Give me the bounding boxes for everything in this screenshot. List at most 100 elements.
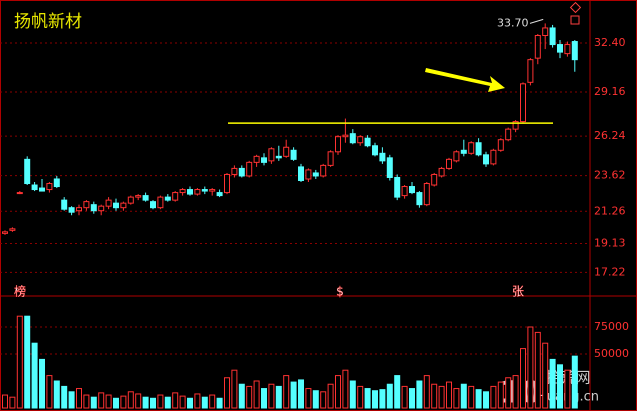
y-tick-label: 17.22 [594,265,626,278]
volume-bar [460,383,467,409]
y-tick-label: 19.13 [594,236,626,249]
volume-bar [386,383,393,409]
volume-bar [24,315,31,409]
volume-bar [113,397,119,409]
candle-body [520,83,526,123]
candle-body [98,205,105,212]
volume-bar [505,377,512,409]
volume-bar [401,385,408,409]
candle-body [150,201,156,209]
volume-bar [53,380,60,409]
candle-body [46,183,53,191]
candle-body [386,157,393,178]
candle-body [460,149,467,154]
volume-bar [275,385,282,409]
candle-body [9,228,16,231]
candle-body [542,27,549,36]
volume-bar [342,369,349,409]
volume-bar [179,395,186,409]
candle-body [409,186,415,194]
candle-body [157,196,164,209]
volume-bar [357,385,364,409]
volume-bar [150,397,156,409]
candle-body [497,139,504,151]
candle-body [453,151,460,162]
event-marker: $ [336,285,344,299]
volume-bar [549,358,556,409]
y-tick-label: 23.62 [594,169,626,182]
y-tick-label: 32.40 [594,36,626,49]
candle-body [320,164,327,177]
candle-body [61,199,68,210]
candle-body [423,183,430,206]
candle-body [379,152,386,162]
volume-bar [268,383,275,409]
volume-bar [68,391,75,409]
candle-body [431,173,438,186]
candle-body [24,158,31,185]
candle-body [305,169,312,180]
candle-body [216,192,223,197]
y-tick-label: 26.24 [594,129,626,142]
volume-bar [164,396,171,409]
volume-bar [409,388,415,409]
volume-bar [31,342,38,409]
volume-bar [253,380,260,409]
volume-bar [483,391,489,409]
volume-bar [172,392,179,409]
candle-body [438,167,445,177]
event-marker: 榜 [14,284,26,299]
candle-body [135,195,142,198]
candle-body [549,27,556,46]
volume-bar [468,385,475,409]
candle-body [187,189,193,195]
volume-bar [320,391,327,409]
volume-bar [394,375,401,409]
candle-body [290,149,297,160]
volume-bar [349,380,356,409]
candle-body [90,204,97,212]
candle-body [416,192,423,206]
volume-bar [475,389,482,409]
candle-body [68,207,75,213]
volume-bar [453,388,460,409]
volume-bar [83,394,90,409]
volume-bar [431,383,438,409]
volume-bar [416,380,423,409]
volume-bar [283,375,290,409]
candle-body [483,154,489,165]
volume-bar [305,388,312,409]
volume-bar [194,393,201,409]
volume-bar [39,358,45,409]
volume-bar [423,375,430,409]
candle-body [142,195,149,201]
volume-bar [16,315,23,409]
candle-body [127,196,134,204]
y-tick-label: 75000 [594,320,629,333]
candle-body [179,189,186,194]
volume-bar [224,377,230,409]
candle-body [505,128,512,141]
candle-body [261,157,267,163]
y-tick-label: 29.16 [594,85,626,98]
volume-bar [364,388,371,409]
candle-body [312,172,319,177]
candle-body [475,142,482,156]
volume-bar [187,397,193,409]
candle-body [335,136,341,153]
candle-body [268,148,275,162]
candle-body [16,192,23,195]
volume-bar [564,369,571,409]
candle-body [238,167,245,177]
volume-bar [557,364,563,409]
candle-body [468,142,475,154]
volume-bar [446,381,452,409]
volume-bar [261,388,267,409]
candle-body [490,149,497,165]
candle-body [53,178,60,188]
candle-body [201,189,208,192]
candle-body [364,137,371,147]
candle-body [534,34,541,59]
candle-body [342,134,349,138]
candle-body [31,184,38,191]
